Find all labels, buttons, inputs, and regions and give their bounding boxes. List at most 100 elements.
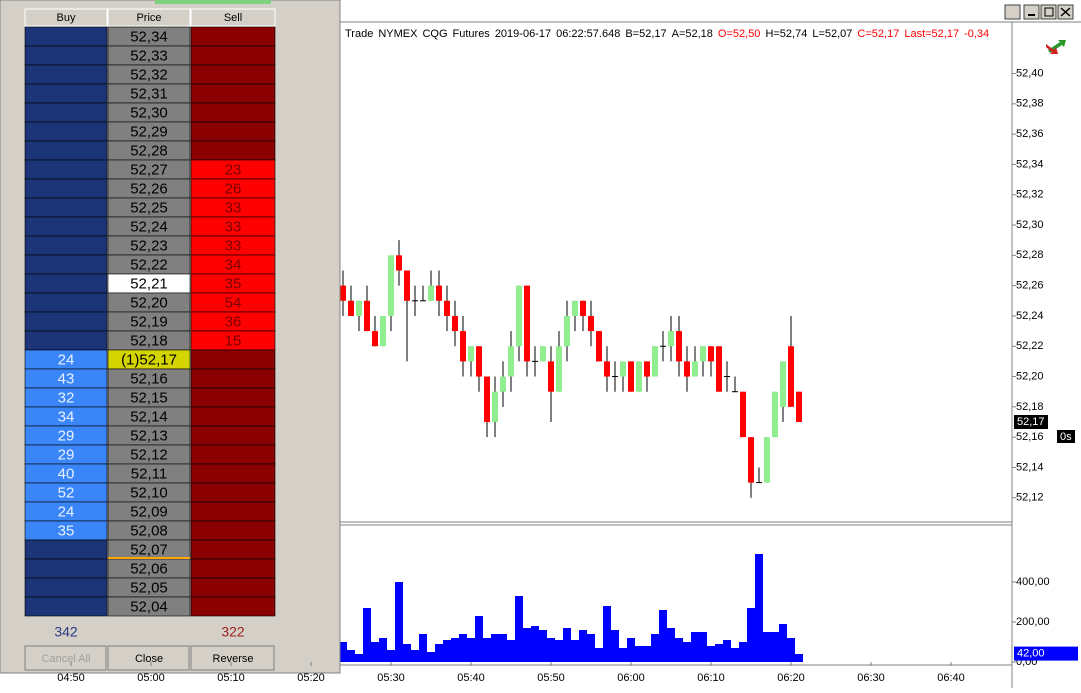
candle-body: [468, 346, 474, 362]
timer-tag: [1057, 430, 1075, 443]
volume-bar: [507, 640, 515, 662]
sell-cell[interactable]: [190, 368, 276, 389]
buy-cell[interactable]: [24, 45, 108, 66]
total-sell: 322: [221, 624, 245, 640]
candle-body: [668, 331, 674, 347]
y-tick-label: 52,14: [1016, 461, 1044, 473]
buy-cell[interactable]: [24, 26, 108, 47]
sell-cell[interactable]: [190, 121, 276, 142]
window-buttons[interactable]: [1004, 4, 1074, 20]
candle-body: [796, 391, 802, 422]
volume-bar: [755, 554, 763, 662]
price-label: 52,27: [130, 161, 168, 178]
sell-cell[interactable]: [190, 349, 276, 370]
candle-body: [684, 361, 690, 377]
sell-qty: 35: [225, 275, 242, 292]
maximize-button[interactable]: [1040, 4, 1057, 20]
sell-cell[interactable]: [190, 387, 276, 408]
sell-cell[interactable]: [190, 520, 276, 541]
button[interactable]: Close: [107, 645, 190, 671]
buy-cell[interactable]: [24, 596, 108, 617]
buy-cell[interactable]: [24, 577, 108, 598]
buy-cell[interactable]: [24, 197, 108, 218]
price-label: 52,34: [130, 28, 168, 45]
price-label: 52,05: [130, 579, 168, 596]
sell-cell[interactable]: [190, 463, 276, 484]
button-face[interactable]: [107, 645, 190, 671]
candle-body: [692, 361, 698, 377]
volume-bar: [779, 624, 787, 662]
buy-cell[interactable]: [24, 292, 108, 313]
volume-bar: [635, 646, 643, 662]
sell-cell[interactable]: [190, 425, 276, 446]
header-label: Sell: [224, 12, 242, 24]
candle-body: [476, 346, 482, 377]
candle-body: [580, 300, 586, 316]
volume-bar: [363, 608, 371, 662]
sell-cell[interactable]: [190, 64, 276, 85]
dom-panel: Buy Price Sell 52,34 52,33 52,32 52,31 52,30 52,…: [0, 0, 341, 674]
buy-qty: 35: [58, 522, 75, 539]
candle-body: [500, 376, 506, 392]
icon: [1044, 7, 1054, 17]
header-label: Price: [136, 12, 161, 24]
y-tick-label: 52,26: [1016, 280, 1044, 292]
sell-cell[interactable]: [190, 482, 276, 503]
button[interactable]: Reverse: [190, 645, 275, 671]
candle-body: [356, 300, 362, 316]
button-face[interactable]: [190, 645, 275, 671]
volume-bar: [395, 582, 403, 662]
price-label: 52,22: [130, 256, 168, 273]
buy-cell[interactable]: [24, 539, 108, 560]
buy-cell[interactable]: [24, 140, 108, 161]
button-label[interactable]: Close: [135, 653, 163, 665]
buy-cell[interactable]: [24, 330, 108, 351]
volume-bar: [747, 608, 755, 662]
y-tick-label: 52,34: [1016, 158, 1044, 170]
volume-bar: [379, 638, 387, 662]
sell-cell[interactable]: [190, 102, 276, 123]
sell-cell[interactable]: [190, 26, 276, 47]
sell-cell[interactable]: [190, 140, 276, 161]
header-cell: [107, 8, 191, 27]
buy-cell[interactable]: [24, 311, 108, 332]
info-segment: Futures: [453, 28, 491, 40]
volume-bar: [563, 628, 571, 662]
button-label[interactable]: Reverse: [213, 653, 254, 665]
price-label: 52,25: [130, 199, 168, 216]
buy-cell[interactable]: [24, 254, 108, 275]
sell-cell[interactable]: [190, 558, 276, 579]
sell-cell[interactable]: [190, 501, 276, 522]
volume-bar: [667, 628, 675, 662]
buy-cell[interactable]: [24, 558, 108, 579]
volume-bar: [723, 640, 731, 662]
buy-cell[interactable]: [24, 159, 108, 180]
buy-cell[interactable]: [24, 235, 108, 256]
sell-cell[interactable]: [190, 539, 276, 560]
buy-cell[interactable]: [24, 178, 108, 199]
buy-cell[interactable]: [24, 64, 108, 85]
sell-cell[interactable]: [190, 406, 276, 427]
candle-body: [396, 255, 402, 271]
candle-body: [572, 300, 578, 316]
buy-cell[interactable]: [24, 121, 108, 142]
buy-cell[interactable]: [24, 216, 108, 237]
x-tick-label: 06:00: [617, 672, 645, 684]
sell-cell[interactable]: [190, 45, 276, 66]
restore-button[interactable]: [1004, 4, 1021, 20]
price-label: 52,04: [130, 598, 168, 615]
minimize-button[interactable]: [1023, 4, 1040, 20]
buy-cell[interactable]: [24, 273, 108, 294]
candle-body: [700, 346, 706, 362]
buy-qty: 52: [58, 484, 75, 501]
info-segment: A=52,18: [672, 28, 713, 40]
volume-bar: [691, 632, 699, 662]
sell-cell[interactable]: [190, 596, 276, 617]
sell-cell[interactable]: [190, 577, 276, 598]
candle-body: [620, 361, 626, 377]
sell-cell[interactable]: [190, 83, 276, 104]
info-segment: CQG: [422, 28, 447, 40]
buy-cell[interactable]: [24, 83, 108, 104]
sell-cell[interactable]: [190, 444, 276, 465]
buy-cell[interactable]: [24, 102, 108, 123]
